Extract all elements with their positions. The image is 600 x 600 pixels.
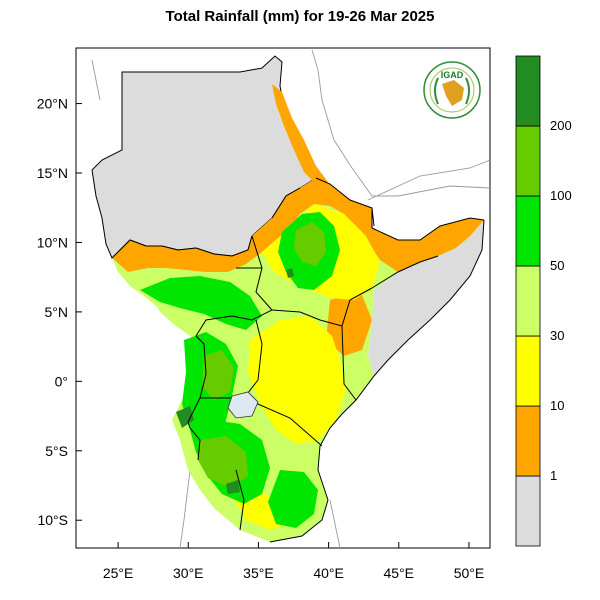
lat-tick-label: 10°N — [37, 234, 68, 250]
colorbar: 1 10 30 50 100 200 — [515, 55, 572, 547]
lon-tick-label: 30°E — [173, 565, 204, 581]
darkgreen-patch-2 — [226, 480, 240, 494]
lat-tick-label: 0° — [55, 373, 68, 389]
lake-victoria — [227, 391, 259, 419]
green-region-southeast — [268, 470, 318, 528]
colorbar-label: 200 — [550, 118, 572, 133]
lat-tick-label: 10°S — [37, 512, 68, 528]
colorbar-bin — [515, 125, 541, 197]
colorbar-label: 100 — [550, 188, 572, 203]
logo-text: IGAD — [441, 70, 464, 80]
colorbar-label: 30 — [550, 328, 564, 343]
map-layers — [91, 49, 490, 548]
midgreen-region-ethiopia — [294, 222, 326, 266]
lat-tick-label: 15°N — [37, 165, 68, 181]
lat-tick-label: 5°S — [45, 443, 68, 459]
colorbar-bin — [515, 405, 541, 477]
map-title: Total Rainfall (mm) for 19-26 Mar 2025 — [165, 8, 435, 25]
colorbar-label: 10 — [550, 398, 564, 413]
somalia-dry-region — [368, 220, 484, 376]
darkgreen-patch-3 — [286, 268, 294, 278]
orange-patch-east — [326, 290, 372, 356]
latitude-ticks: 20°N 15°N 10°N 5°N 0° 5°S 10°S — [37, 96, 82, 528]
coastline-east — [317, 219, 485, 501]
lon-tick-label: 50°E — [454, 565, 485, 581]
darkgreen-patch-1 — [176, 406, 194, 428]
orange-strip-redsea — [272, 84, 328, 186]
lon-tick-label: 25°E — [103, 565, 134, 581]
colorbar-bin — [515, 265, 541, 337]
igad-logo-icon: IGAD — [423, 61, 481, 119]
yellow-region-kenya — [248, 316, 346, 444]
orange-belt-north — [112, 178, 484, 272]
colorbar-bin — [515, 195, 541, 267]
lon-tick-label: 35°E — [243, 565, 274, 581]
midgreen-region-uganda — [202, 350, 234, 400]
lon-tick-label: 45°E — [384, 565, 415, 581]
colorbar-bin — [515, 55, 541, 127]
lat-tick-label: 20°N — [37, 96, 68, 112]
colorbar-label: 1 — [550, 468, 557, 483]
colorbar-bin — [515, 475, 541, 547]
lon-tick-label: 40°E — [313, 565, 344, 581]
lat-tick-label: 5°N — [45, 304, 69, 320]
colorbar-label: 50 — [550, 258, 564, 273]
midgreen-region-lakes — [198, 436, 248, 488]
colorbar-bin — [515, 335, 541, 407]
country-borders — [111, 177, 485, 543]
longitude-ticks: 25°E 30°E 35°E 40°E 45°E 50°E — [103, 542, 484, 581]
